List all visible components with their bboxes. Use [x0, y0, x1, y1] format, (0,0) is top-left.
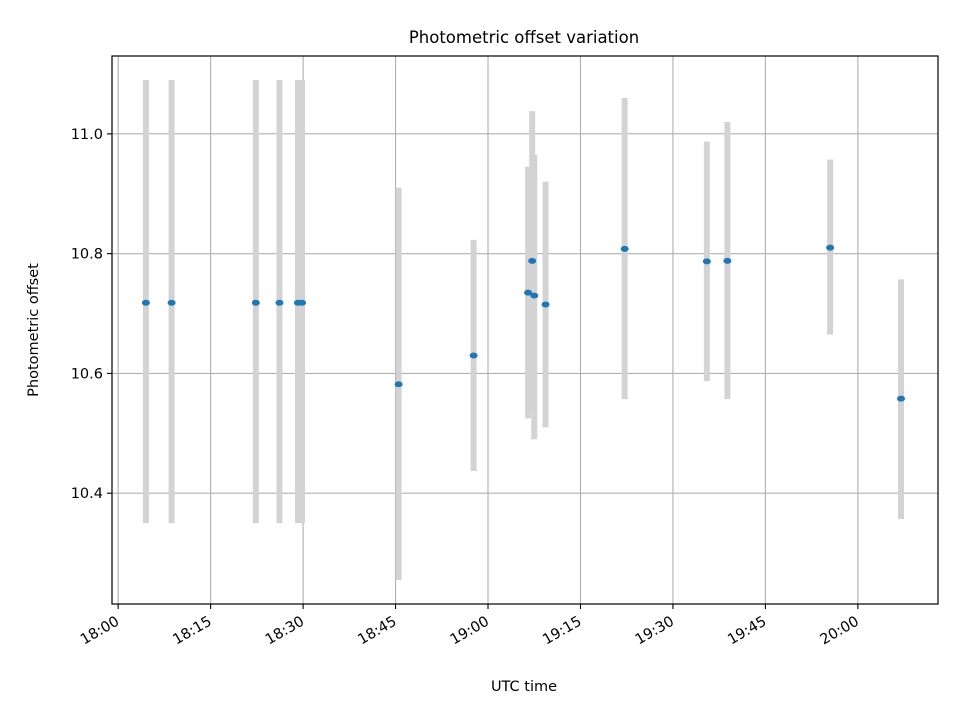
y-tick: 10.4 — [71, 486, 112, 502]
x-axis-label: UTC time — [491, 679, 557, 695]
data-point — [167, 299, 176, 306]
y-tick-label: 10.4 — [71, 486, 103, 502]
data-point — [530, 292, 539, 299]
y-tick: 11.0 — [71, 127, 112, 143]
y-tick: 10.8 — [71, 247, 112, 263]
data-point — [469, 352, 478, 359]
data-point — [298, 299, 307, 306]
data-points — [141, 244, 906, 402]
y-tick: 10.6 — [71, 366, 112, 382]
data-point — [541, 301, 550, 308]
data-point — [141, 299, 150, 306]
data-point — [620, 245, 629, 252]
data-point — [524, 289, 533, 296]
plot-frame — [111, 55, 939, 605]
data-point — [723, 257, 732, 264]
data-point — [897, 395, 906, 402]
y-tick-label: 10.8 — [71, 247, 103, 263]
chart-title: Photometric offset variation — [409, 28, 639, 47]
y-axis-ticks: 10.4 10.6 10.8 11.0 — [71, 127, 112, 502]
y-tick-label: 10.6 — [71, 366, 103, 382]
y-axis-label: Photometric offset — [26, 263, 42, 397]
data-point — [528, 257, 537, 264]
data-point — [251, 299, 260, 306]
data-point — [826, 244, 835, 251]
data-point — [275, 299, 284, 306]
data-point — [394, 381, 403, 388]
data-point — [702, 258, 711, 265]
y-tick-label: 11.0 — [71, 127, 103, 143]
